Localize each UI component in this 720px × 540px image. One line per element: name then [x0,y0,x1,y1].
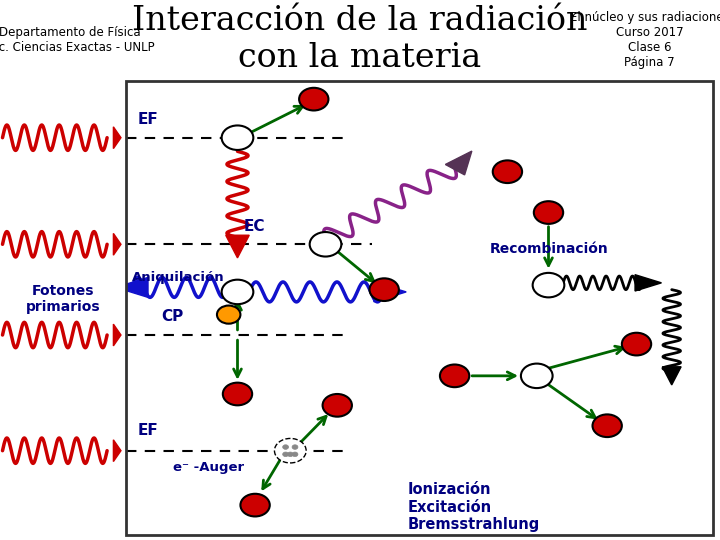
Text: EC: EC [243,219,265,234]
Circle shape [217,306,240,323]
Circle shape [283,445,289,449]
Circle shape [287,452,293,457]
Text: Interacción de la radiación
con la materia: Interacción de la radiación con la mater… [132,5,588,75]
Polygon shape [662,367,681,385]
Text: Departamento de Física
Fac. Ciencias Exactas - UNLP: Departamento de Física Fac. Ciencias Exa… [0,26,155,54]
Circle shape [310,232,341,256]
Circle shape [292,452,298,457]
Text: Recombinación: Recombinación [490,242,608,256]
Circle shape [533,273,564,298]
Text: EF: EF [138,112,158,127]
Polygon shape [635,275,662,291]
Circle shape [534,201,563,224]
Text: Ionización
Excitación
Bremsstrahlung: Ionización Excitación Bremsstrahlung [408,482,540,532]
Circle shape [299,88,328,111]
Circle shape [323,394,352,417]
Circle shape [222,125,253,150]
Circle shape [292,445,298,449]
Text: Aniquilación: Aniquilación [132,271,225,284]
Polygon shape [114,324,121,346]
Circle shape [283,452,289,457]
Polygon shape [116,278,148,298]
Polygon shape [226,235,249,258]
Circle shape [440,364,469,387]
Circle shape [593,414,622,437]
Circle shape [622,333,651,355]
Text: El núcleo y sus radiaciones
Curso 2017
Clase 6
Página 7: El núcleo y sus radiaciones Curso 2017 C… [570,11,720,69]
Circle shape [521,363,553,388]
Circle shape [222,383,252,406]
Text: Fotones
primarios: Fotones primarios [26,284,100,314]
Polygon shape [114,127,121,148]
Circle shape [222,280,253,304]
Polygon shape [446,151,472,175]
Polygon shape [114,233,121,255]
Text: CP: CP [161,309,184,325]
Circle shape [369,278,399,301]
Circle shape [240,494,270,516]
Text: EF: EF [138,423,158,438]
Circle shape [274,438,306,463]
Polygon shape [374,282,406,302]
Text: e⁻ -Auger: e⁻ -Auger [173,461,244,474]
Polygon shape [114,440,121,462]
Circle shape [492,160,522,183]
